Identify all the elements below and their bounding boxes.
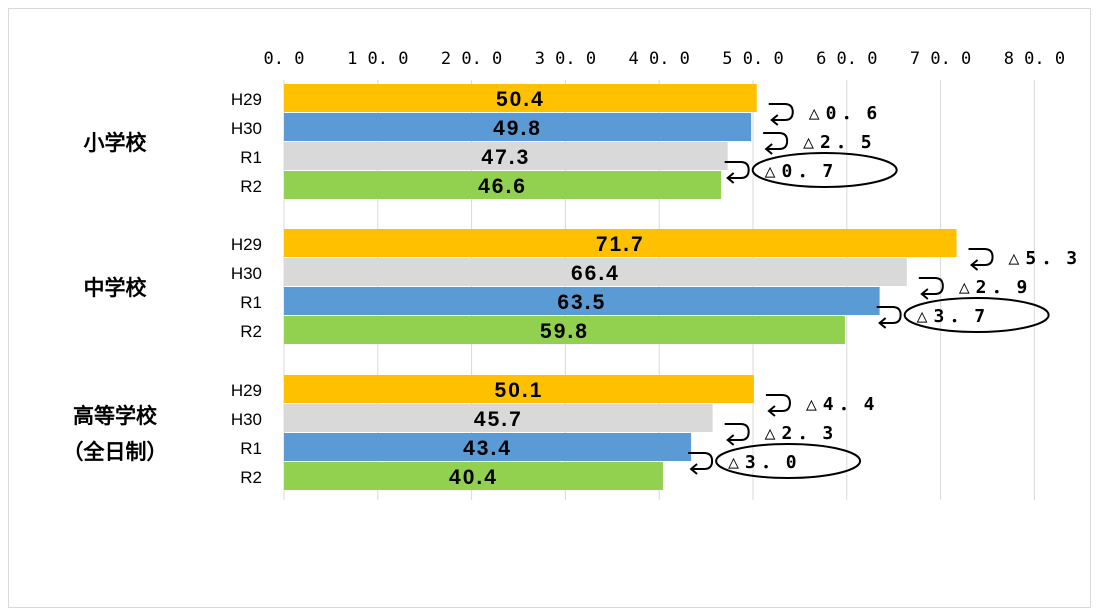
- return-arrow-icon: [765, 394, 791, 412]
- bar: [284, 229, 957, 257]
- bar-value-label: 45.7: [474, 408, 523, 431]
- change-label: △2．3: [765, 423, 840, 444]
- bar: [284, 171, 722, 199]
- x-tick-label: 8 0. 0: [1004, 49, 1065, 69]
- bar-year-label: H29: [231, 235, 262, 254]
- return-arrow-icon: [968, 248, 994, 266]
- return-arrow-icon: [724, 423, 750, 441]
- bar-value-label: 43.4: [463, 437, 512, 460]
- bar-year-label: R1: [240, 148, 262, 167]
- bar: [284, 142, 728, 170]
- return-arrow-icon: [918, 277, 944, 295]
- bar: [284, 84, 757, 112]
- bar: [284, 433, 692, 461]
- bar-year-label: R1: [240, 293, 262, 312]
- bar: [284, 404, 713, 432]
- bar-year-label: R2: [240, 322, 262, 341]
- bar-value-label: 49.8: [493, 117, 542, 140]
- x-tick-label: 5 0. 0: [722, 49, 783, 69]
- x-tick-label: 4 0. 0: [628, 49, 689, 69]
- return-arrow-head-icon: [764, 143, 773, 155]
- bar-year-label: H29: [231, 381, 262, 400]
- return-arrow-head-icon: [878, 317, 887, 329]
- bar-value-label: 47.3: [481, 146, 530, 169]
- group-label: （全日制）: [63, 440, 168, 464]
- change-label: △4．4: [806, 394, 881, 415]
- bar-year-label: H30: [231, 119, 262, 138]
- bar-value-label: 59.8: [540, 320, 589, 343]
- change-label: △0．7: [765, 161, 840, 182]
- bar-value-label: 40.4: [449, 466, 498, 489]
- bar: [284, 113, 752, 141]
- bar-chart: 0. 0 1 0. 0 2 0. 0 3 0. 0 4 0. 0 5 0. 0 6 0. 0…: [63, 49, 1084, 500]
- group-label: 小学校: [84, 131, 148, 155]
- bar-year-label: H29: [231, 90, 262, 109]
- change-label: △2．9: [959, 277, 1034, 298]
- change-label: △3．7: [917, 306, 992, 327]
- return-arrow-head-icon: [726, 172, 735, 184]
- highlight-ellipse: [903, 297, 1050, 333]
- return-arrow-icon: [724, 161, 750, 179]
- return-arrow-head-icon: [969, 259, 979, 271]
- change-label: △2．5: [803, 132, 878, 153]
- bar-year-label: R2: [240, 468, 262, 487]
- bar-value-label: 46.6: [478, 175, 527, 198]
- change-label: △3．0: [728, 452, 803, 473]
- bar: [284, 287, 880, 315]
- return-arrow-head-icon: [726, 434, 735, 446]
- return-arrow-head-icon: [689, 463, 698, 475]
- return-arrow-head-icon: [920, 288, 929, 300]
- x-tick-label: 2 0. 0: [441, 49, 502, 69]
- return-arrow-head-icon: [770, 114, 779, 126]
- bar-year-label: H30: [231, 410, 262, 429]
- group-label: 中学校: [84, 276, 148, 300]
- x-tick-label: 6 0. 0: [816, 49, 877, 69]
- x-tick-label: 0. 0: [264, 49, 305, 69]
- bar: [284, 258, 907, 286]
- x-tick-label: 3 0. 0: [535, 49, 596, 69]
- bar: [284, 316, 845, 344]
- change-label: △5．3: [1009, 248, 1084, 269]
- bar-value-label: 50.1: [495, 379, 544, 402]
- bar-year-label: H30: [231, 264, 262, 283]
- highlight-ellipse: [715, 443, 862, 479]
- return-arrow-head-icon: [767, 405, 776, 417]
- highlight-ellipse: [751, 152, 898, 188]
- change-label: △0．6: [809, 103, 884, 124]
- return-arrow-icon: [763, 132, 789, 150]
- bar-year-label: R2: [240, 177, 262, 196]
- x-tick-label: 7 0. 0: [910, 49, 971, 69]
- bar-value-label: 50.4: [496, 88, 545, 111]
- bar: [284, 462, 663, 490]
- return-arrow-icon: [876, 306, 902, 324]
- bar-year-label: R1: [240, 439, 262, 458]
- bar-value-label: 66.4: [571, 262, 620, 285]
- return-arrow-icon: [688, 452, 714, 470]
- bar-value-label: 63.5: [557, 291, 606, 314]
- x-tick-label: 1 0. 0: [347, 49, 408, 69]
- bar-value-label: 71.7: [596, 233, 645, 256]
- return-arrow-icon: [768, 103, 794, 121]
- group-label: 高等学校: [73, 404, 158, 428]
- bar: [284, 375, 754, 403]
